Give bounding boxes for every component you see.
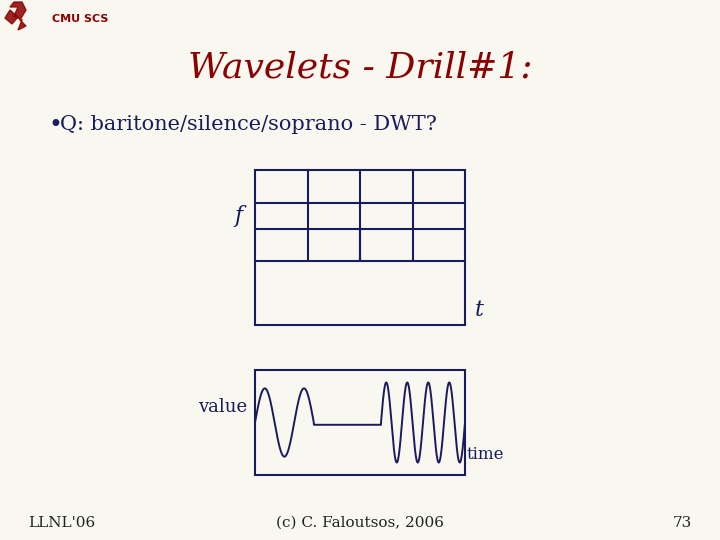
Bar — [255, 170, 465, 325]
Polygon shape — [5, 10, 18, 24]
Polygon shape — [10, 2, 26, 30]
Text: time: time — [467, 446, 505, 463]
Text: CMU SCS: CMU SCS — [52, 14, 109, 24]
Text: Q: baritone/silence/soprano - DWT?: Q: baritone/silence/soprano - DWT? — [60, 116, 437, 134]
Text: value: value — [198, 398, 247, 416]
Text: 73: 73 — [672, 516, 692, 530]
Text: t: t — [475, 299, 484, 321]
Text: (c) C. Faloutsos, 2006: (c) C. Faloutsos, 2006 — [276, 516, 444, 530]
Bar — [255, 370, 465, 475]
Text: •: • — [48, 113, 62, 137]
Text: f: f — [235, 205, 243, 227]
Text: Wavelets - Drill#1:: Wavelets - Drill#1: — [188, 50, 532, 84]
Text: LLNL'06: LLNL'06 — [28, 516, 95, 530]
